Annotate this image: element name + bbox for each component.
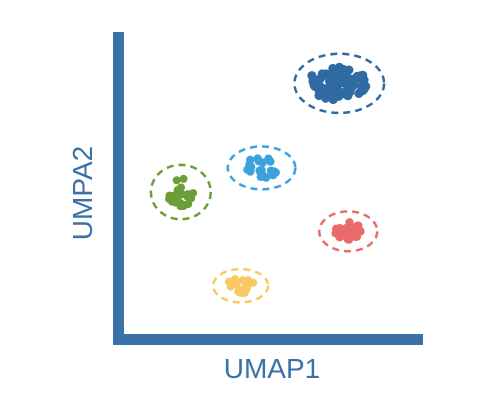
cluster-3-point bbox=[172, 190, 181, 199]
cluster-1-point bbox=[317, 69, 327, 79]
cluster-3-boundary bbox=[149, 163, 212, 221]
cluster-1-point bbox=[335, 79, 345, 88]
cluster-3-point bbox=[179, 174, 188, 183]
cluster-5-point bbox=[238, 276, 247, 285]
cluster-3-point bbox=[165, 195, 174, 204]
cluster-4-point bbox=[335, 233, 344, 242]
cluster-1 bbox=[293, 52, 386, 115]
cluster-1-point bbox=[333, 71, 343, 81]
x-axis-title: UMAP1 bbox=[224, 353, 320, 384]
cluster-5-point bbox=[227, 280, 236, 289]
cluster-2-point bbox=[255, 166, 264, 175]
cluster-3-point bbox=[189, 189, 198, 198]
cluster-3-point bbox=[172, 176, 181, 185]
cluster-1-point bbox=[355, 87, 365, 97]
cluster-1-boundary bbox=[293, 52, 386, 115]
cluster-1-point bbox=[339, 65, 349, 74]
cluster-4 bbox=[317, 210, 379, 253]
y-axis-title: UMPA2 bbox=[67, 146, 98, 240]
cluster-1-point bbox=[313, 78, 323, 88]
cluster-1-point bbox=[344, 80, 353, 90]
cluster-3-point bbox=[176, 202, 185, 211]
cluster-1-point bbox=[324, 89, 334, 99]
cluster-5-boundary bbox=[211, 267, 270, 304]
y-axis-line bbox=[113, 32, 124, 345]
cluster-1-point bbox=[345, 87, 355, 97]
cluster-1-point bbox=[307, 71, 317, 81]
cluster-2 bbox=[226, 145, 297, 191]
cluster-5-point bbox=[238, 289, 247, 297]
cluster-2-point bbox=[269, 167, 278, 176]
cluster-2-boundary bbox=[226, 145, 297, 191]
cluster-2-point bbox=[243, 165, 252, 174]
x-axis-line bbox=[113, 334, 423, 345]
cluster-1-point bbox=[358, 70, 368, 80]
cluster-4-boundary bbox=[317, 210, 379, 253]
cluster-4-point bbox=[346, 228, 355, 238]
cluster-5 bbox=[211, 267, 270, 304]
clusters-layer bbox=[149, 52, 386, 304]
cluster-2-point bbox=[258, 158, 267, 167]
cluster-3 bbox=[149, 163, 212, 221]
cluster-2-point bbox=[266, 157, 275, 166]
cluster-2-point bbox=[246, 155, 255, 165]
